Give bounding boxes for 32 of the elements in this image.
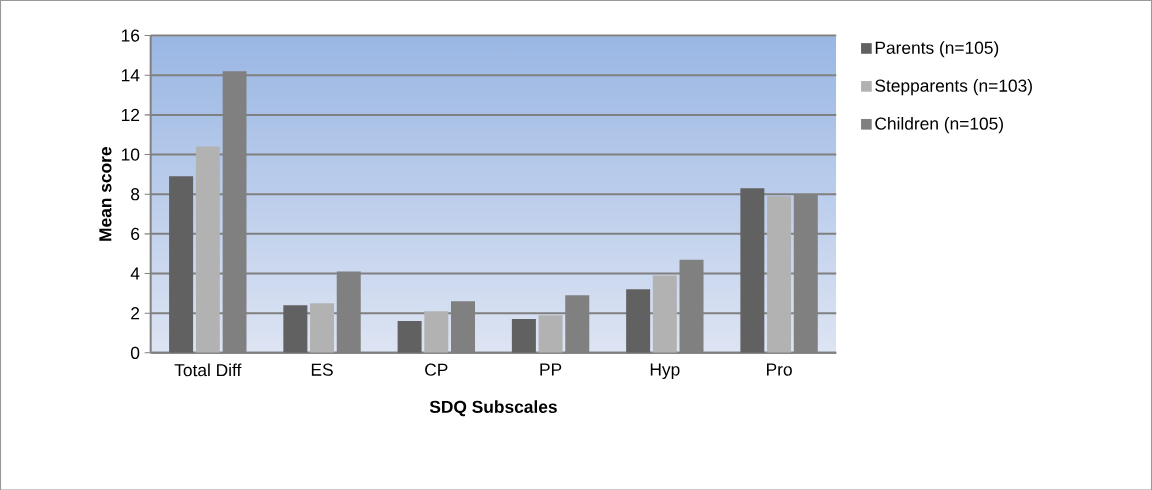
x-tick-label: ES [311,363,333,376]
x-tick-label: CP [425,363,448,376]
bar [740,188,765,353]
bar [195,146,220,353]
y-tick-label: 14 [121,69,140,81]
bar [283,305,308,353]
bar [310,303,335,353]
x-tick-label: Pro [767,363,792,376]
bar [538,314,563,353]
y-tick-label: 2 [131,306,140,319]
y-axis-title: Mean score [99,146,112,241]
bar [169,176,194,353]
x-tick-label: PP [540,363,562,376]
bar [424,310,449,353]
y-tick-label: 8 [131,187,140,201]
y-tick-label: 16 [121,29,140,42]
y-tick-label: 10 [121,148,140,161]
legend-label: Stepparents (n=103) [875,78,1032,96]
bar [397,320,422,353]
y-tick-label: 0 [130,346,140,359]
y-tick-label: 12 [121,108,140,121]
bar [652,275,677,353]
legend-label: Children (n=105) [875,116,1003,133]
x-tick-label: Total Diff [174,363,242,377]
x-tick-label: Hyp [650,363,680,379]
x-axis-title: SDQ Subscales [429,400,557,416]
y-tick-label: 4 [130,267,140,280]
bar [626,289,651,353]
legend-label: Parents (n=105) [875,40,999,58]
bar [511,318,536,353]
bar [767,195,792,353]
y-tick-label: 6 [131,227,140,240]
